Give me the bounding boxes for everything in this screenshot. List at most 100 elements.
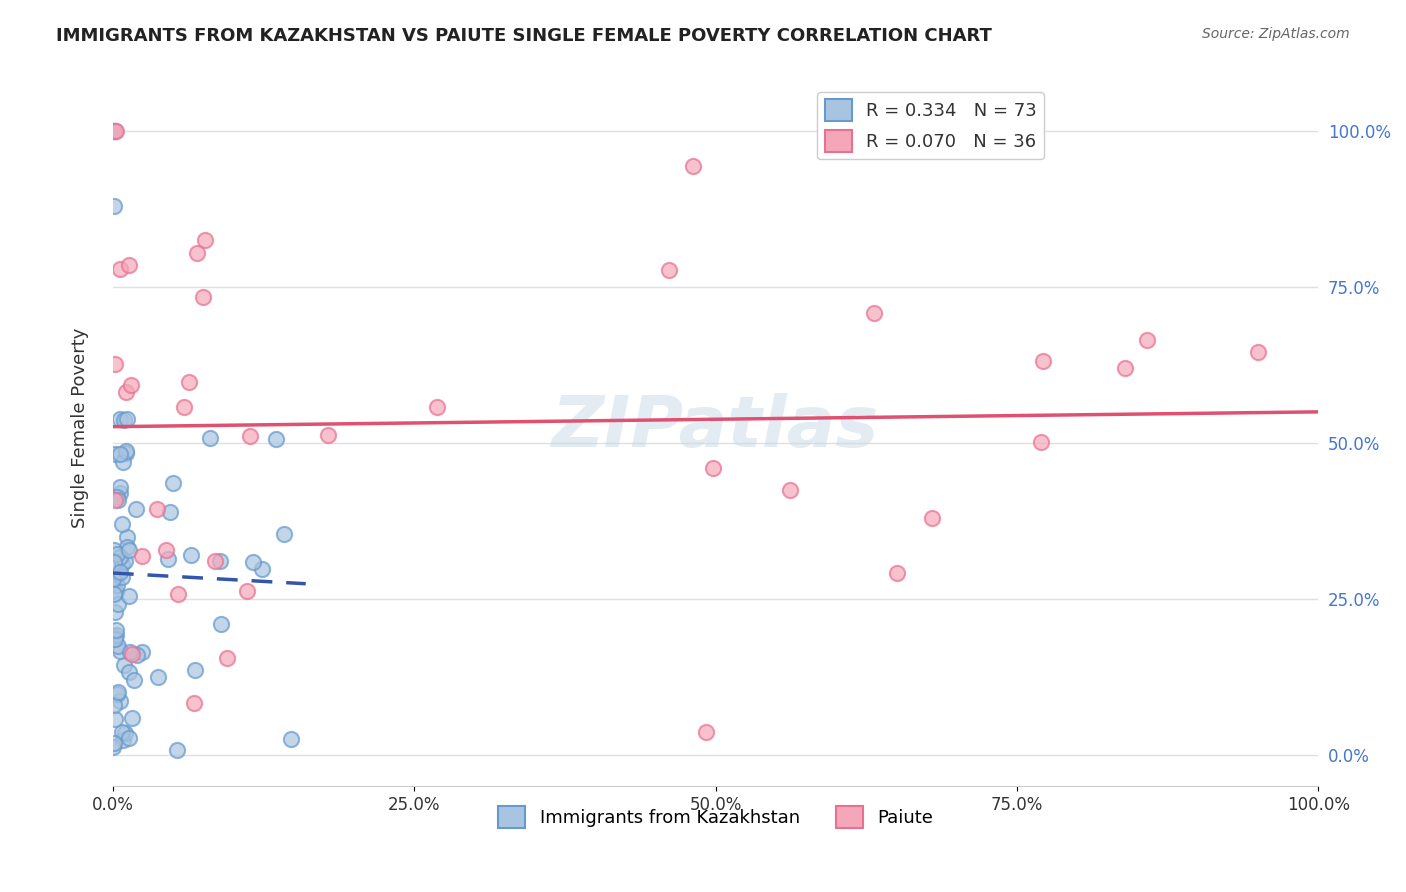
- Point: [103, 632, 125, 646]
- Point: [107, 597, 129, 611]
- Point: [658, 262, 681, 277]
- Point: [105, 628, 128, 642]
- Point: [280, 731, 302, 746]
- Point: [208, 554, 231, 568]
- Point: [121, 648, 143, 662]
- Point: [115, 541, 138, 555]
- Point: [179, 375, 201, 389]
- Point: [1114, 360, 1136, 375]
- Point: [886, 566, 908, 580]
- Point: [108, 644, 131, 658]
- Point: [108, 447, 131, 461]
- Point: [107, 639, 129, 653]
- Point: [217, 650, 239, 665]
- Point: [1136, 334, 1159, 348]
- Point: [122, 673, 145, 687]
- Point: [111, 557, 134, 571]
- Point: [105, 547, 128, 561]
- Point: [191, 290, 214, 304]
- Point: [252, 562, 274, 576]
- Point: [779, 483, 801, 497]
- Point: [112, 658, 135, 673]
- Point: [105, 490, 128, 504]
- Point: [111, 455, 134, 469]
- Point: [110, 262, 132, 277]
- Point: [103, 587, 125, 601]
- Point: [148, 670, 170, 684]
- Point: [101, 739, 124, 754]
- Y-axis label: Single Female Poverty: Single Female Poverty: [72, 327, 89, 528]
- Point: [115, 446, 138, 460]
- Point: [108, 480, 131, 494]
- Point: [112, 413, 135, 427]
- Point: [105, 623, 128, 637]
- Point: [426, 401, 449, 415]
- Point: [862, 306, 884, 320]
- Point: [103, 543, 125, 558]
- Point: [155, 542, 177, 557]
- Point: [682, 159, 704, 173]
- Point: [121, 711, 143, 725]
- Point: [125, 501, 148, 516]
- Point: [114, 554, 136, 568]
- Point: [118, 731, 141, 745]
- Point: [103, 698, 125, 712]
- Point: [239, 429, 262, 443]
- Point: [111, 724, 134, 739]
- Point: [103, 572, 125, 586]
- Point: [110, 412, 132, 426]
- Point: [103, 199, 125, 213]
- Point: [118, 542, 141, 557]
- Point: [198, 430, 221, 444]
- Point: [104, 493, 127, 508]
- Point: [105, 585, 128, 599]
- Text: IMMIGRANTS FROM KAZAKHSTAN VS PAIUTE SINGLE FEMALE POVERTY CORRELATION CHART: IMMIGRANTS FROM KAZAKHSTAN VS PAIUTE SIN…: [56, 27, 993, 45]
- Point: [131, 645, 153, 659]
- Point: [111, 516, 134, 531]
- Point: [179, 548, 201, 562]
- Point: [111, 733, 134, 747]
- Point: [104, 357, 127, 371]
- Point: [264, 432, 287, 446]
- Point: [104, 447, 127, 461]
- Point: [118, 665, 141, 680]
- Point: [104, 605, 127, 619]
- Legend: Immigrants from Kazakhstan, Paiute: Immigrants from Kazakhstan, Paiute: [491, 798, 941, 835]
- Point: [1031, 435, 1053, 450]
- Point: [104, 712, 127, 726]
- Point: [186, 246, 208, 260]
- Point: [108, 486, 131, 500]
- Point: [103, 555, 125, 569]
- Point: [125, 648, 148, 662]
- Point: [104, 572, 127, 586]
- Point: [107, 492, 129, 507]
- Point: [184, 663, 207, 677]
- Text: Source: ZipAtlas.com: Source: ZipAtlas.com: [1202, 27, 1350, 41]
- Point: [104, 632, 127, 647]
- Point: [103, 124, 125, 138]
- Point: [105, 124, 128, 138]
- Point: [110, 693, 132, 707]
- Point: [105, 578, 128, 592]
- Point: [162, 476, 184, 491]
- Point: [107, 685, 129, 699]
- Point: [105, 687, 128, 701]
- Point: [183, 696, 205, 710]
- Point: [103, 735, 125, 749]
- Point: [273, 526, 295, 541]
- Point: [166, 587, 188, 601]
- Point: [921, 511, 943, 525]
- Point: [1247, 344, 1270, 359]
- Point: [101, 629, 124, 643]
- Point: [117, 589, 139, 603]
- Point: [146, 501, 169, 516]
- Point: [159, 505, 181, 519]
- Point: [209, 617, 232, 632]
- Point: [120, 378, 142, 392]
- Point: [115, 444, 138, 458]
- Point: [114, 726, 136, 740]
- Point: [104, 124, 127, 138]
- Point: [117, 412, 139, 426]
- Point: [235, 583, 257, 598]
- Point: [242, 556, 264, 570]
